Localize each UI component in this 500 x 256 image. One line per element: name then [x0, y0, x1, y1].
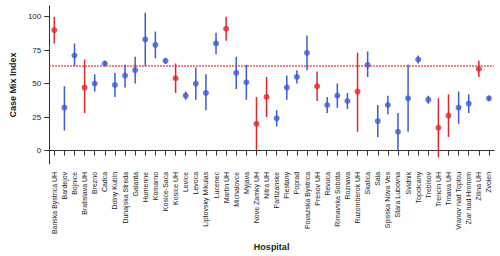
svg-text:Zilina UH: Zilina UH — [475, 172, 482, 201]
svg-text:Brezno: Brezno — [91, 172, 98, 194]
svg-text:Povazska Bystrica: Povazska Bystrica — [304, 172, 312, 229]
svg-text:Lucenec: Lucenec — [213, 171, 220, 198]
svg-text:Bardejov: Bardejov — [61, 171, 69, 199]
svg-text:Topolcany: Topolcany — [415, 171, 423, 203]
svg-text:Rimavska Sobota: Rimavska Sobota — [334, 172, 341, 227]
svg-text:Poprad: Poprad — [293, 172, 301, 195]
svg-text:Zvolen: Zvolen — [485, 172, 492, 193]
svg-text:Dunajska Streda: Dunajska Streda — [122, 172, 130, 224]
svg-text:Martin UH: Martin UH — [223, 172, 230, 204]
svg-text:Spisska Nova Ves: Spisska Nova Ves — [384, 171, 392, 228]
svg-text:Dolny Kubin: Dolny Kubin — [111, 172, 119, 210]
svg-text:Hospital: Hospital — [254, 242, 290, 252]
svg-text:Kosice UH: Kosice UH — [172, 172, 179, 205]
svg-text:Case Mix Index: Case Mix Index — [8, 52, 18, 117]
svg-text:75: 75 — [32, 46, 41, 55]
svg-text:Bratislava UH: Bratislava UH — [81, 172, 88, 215]
svg-text:Liptovsky Mikulas: Liptovsky Mikulas — [202, 171, 210, 226]
svg-text:Nove Zamky UH: Nove Zamky UH — [253, 172, 261, 223]
svg-text:Piestany: Piestany — [283, 171, 291, 198]
svg-text:Stara Lubovna: Stara Lubovna — [394, 172, 401, 218]
svg-text:Revuca: Revuca — [324, 172, 331, 196]
svg-text:Ruzomberok UH: Ruzomberok UH — [354, 172, 361, 224]
svg-text:Humenne: Humenne — [142, 172, 149, 202]
svg-text:Roznava: Roznava — [344, 172, 351, 200]
svg-text:Cadca: Cadca — [101, 172, 108, 192]
svg-text:Komarno: Komarno — [152, 172, 159, 201]
svg-text:Presov UH: Presov UH — [314, 172, 321, 206]
svg-text:Bojnice: Bojnice — [71, 172, 79, 195]
svg-text:Levice: Levice — [182, 172, 189, 192]
svg-text:25: 25 — [32, 113, 41, 122]
svg-text:0: 0 — [37, 146, 42, 155]
svg-text:Skalica: Skalica — [364, 172, 371, 195]
svg-text:Sala: Sala — [374, 172, 381, 186]
svg-text:Partizanske: Partizanske — [273, 172, 280, 209]
svg-text:Banska Bystrica UH: Banska Bystrica UH — [51, 172, 59, 234]
svg-text:Svidnik: Svidnik — [405, 171, 412, 194]
svg-text:Trencin UH: Trencin UH — [435, 172, 442, 207]
svg-text:Trnava UH: Trnava UH — [445, 172, 452, 206]
svg-text:50: 50 — [32, 79, 41, 88]
svg-text:Michalovce: Michalovce — [233, 172, 240, 207]
svg-text:Galanta: Galanta — [132, 172, 139, 197]
svg-text:Ziar nad Hronom: Ziar nad Hronom — [465, 172, 472, 225]
svg-text:Kosice-Saca: Kosice-Saca — [162, 172, 169, 211]
svg-text:Trebisov: Trebisov — [425, 171, 432, 198]
svg-text:Levoca: Levoca — [192, 172, 199, 195]
svg-text:Nitra UH: Nitra UH — [263, 172, 270, 199]
svg-text:100: 100 — [28, 12, 42, 21]
svg-text:Myjava: Myjava — [243, 172, 251, 194]
svg-text:Vranov nad Toplou: Vranov nad Toplou — [455, 172, 463, 230]
